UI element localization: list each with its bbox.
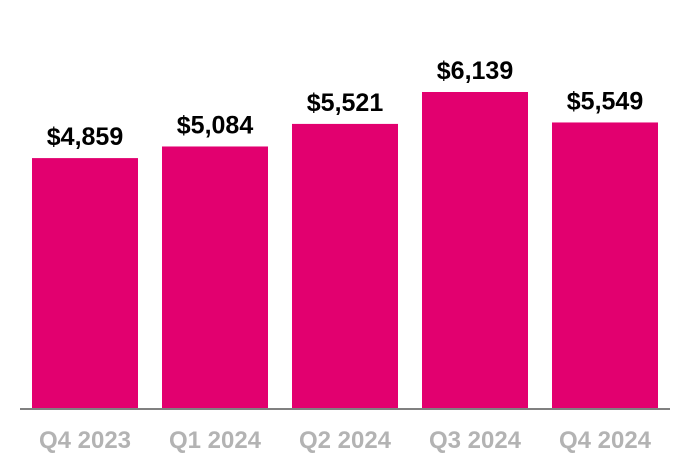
bar-q2-2024: [292, 123, 398, 409]
x-tick-label: Q4 2023: [39, 427, 131, 454]
bar-value-label: $4,859: [47, 123, 123, 151]
x-tick-label: Q3 2024: [429, 427, 522, 454]
bar-q1-2024: [162, 146, 268, 409]
x-tick-label: Q1 2024: [169, 427, 262, 454]
bar-value-label: $6,139: [437, 57, 513, 85]
bar-value-label: $5,549: [567, 87, 643, 115]
bar-q4-2024: [552, 122, 658, 409]
bars-group: [32, 92, 658, 409]
x-tick-label: Q2 2024: [299, 427, 392, 454]
bar-q3-2024: [422, 92, 528, 409]
bar-value-label: $5,521: [307, 89, 384, 117]
bar-value-label: $5,084: [177, 111, 254, 139]
x-axis-tick-labels: Q4 2023 Q1 2024 Q2 2024 Q3 2024 Q4 2024: [39, 427, 652, 454]
value-labels-group: $4,859 $5,084 $5,521 $6,139 $5,549: [47, 57, 643, 151]
x-tick-label: Q4 2024: [559, 427, 652, 454]
bar-q4-2023: [32, 158, 138, 409]
